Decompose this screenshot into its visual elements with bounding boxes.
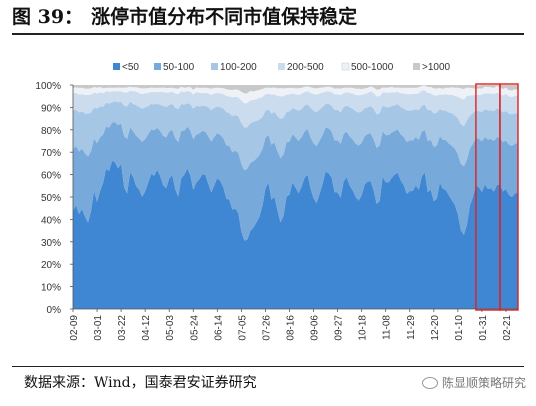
legend-label: >1000 (422, 62, 451, 73)
x-tick-label: 09-27 (334, 315, 345, 341)
x-tick-label: 03-01 (93, 315, 104, 341)
x-tick-label: 11-08 (382, 315, 393, 340)
x-tick-label: 03-22 (117, 315, 128, 341)
legend-label: 200-500 (287, 62, 324, 73)
y-tick-label: 100% (35, 81, 61, 92)
y-tick-label: 0% (47, 305, 62, 316)
legend-swatch (413, 63, 420, 70)
area-series (73, 85, 518, 104)
y-tick-label: 50% (41, 193, 61, 204)
figure-number: 图 39： (12, 6, 84, 28)
legend-swatch (341, 62, 350, 71)
x-tick-label: 07-05 (237, 315, 248, 341)
watermark: 陈显顺策略研究 (421, 374, 526, 391)
legend-swatch (113, 63, 120, 70)
area-series (73, 90, 518, 128)
legend-swatch (211, 63, 218, 70)
area-series (73, 85, 518, 94)
x-tick-label: 04-12 (141, 315, 152, 341)
data-source: 数据来源：Wind，国泰君安证券研究 (24, 375, 257, 391)
title-divider (12, 33, 524, 35)
area-series (73, 101, 518, 171)
legend-item: 200-500 (278, 62, 324, 73)
legend-item: >1000 (413, 62, 451, 73)
legend-label: <50 (122, 62, 139, 73)
legend-label: 50-100 (163, 62, 195, 73)
legend-item: <50 (113, 62, 139, 73)
y-tick-label: 60% (41, 171, 61, 182)
watermark-text: 陈显顺策略研究 (441, 376, 526, 390)
legend-swatch (278, 63, 285, 70)
x-tick-label: 11-29 (406, 315, 417, 340)
y-tick-label: 40% (41, 215, 61, 226)
x-tick-label: 02-21 (502, 315, 513, 341)
x-tick-label: 06-14 (213, 315, 224, 341)
x-tick-label: 01-10 (454, 315, 465, 341)
x-tick-label: 02-09 (69, 315, 80, 341)
figure-title-text: 涨停市值分布不同市值保持稳定 (91, 6, 358, 28)
x-tick-label: 08-16 (285, 315, 296, 341)
area-series (73, 122, 518, 241)
legend-swatch (154, 63, 161, 70)
x-tick-label: 05-03 (165, 315, 176, 341)
y-tick-label: 30% (41, 238, 61, 249)
legend-item: 50-100 (154, 62, 195, 73)
legend-label: 100-200 (220, 62, 257, 73)
y-tick-label: 80% (41, 126, 61, 137)
y-tick-label: 70% (41, 148, 61, 159)
stacked-area-chart: <50 50-100 100-200 200-500 500-1000 >1000 0% 10… (35, 62, 519, 341)
figure-title: 图 39： 涨停市值分布不同市值保持稳定 (12, 2, 524, 32)
x-tick-label: 01-31 (478, 315, 489, 341)
x-tick-label: 10-18 (358, 315, 369, 341)
area-series (73, 160, 518, 309)
x-tick-label: 09-06 (310, 315, 321, 341)
y-tick-label: 90% (41, 103, 61, 114)
x-tick-label: 05-24 (189, 315, 200, 341)
legend-item: 500-1000 (341, 62, 394, 73)
y-tick-label: 20% (41, 260, 61, 271)
source-divider (12, 366, 524, 367)
x-tick-label: 12-20 (430, 315, 441, 341)
highlight-box (499, 83, 519, 311)
x-tick-label: 07-26 (261, 315, 272, 341)
wechat-icon (421, 376, 438, 389)
legend-item: 100-200 (211, 62, 257, 73)
y-tick-label: 10% (41, 283, 61, 294)
legend-label: 500-1000 (351, 62, 394, 73)
